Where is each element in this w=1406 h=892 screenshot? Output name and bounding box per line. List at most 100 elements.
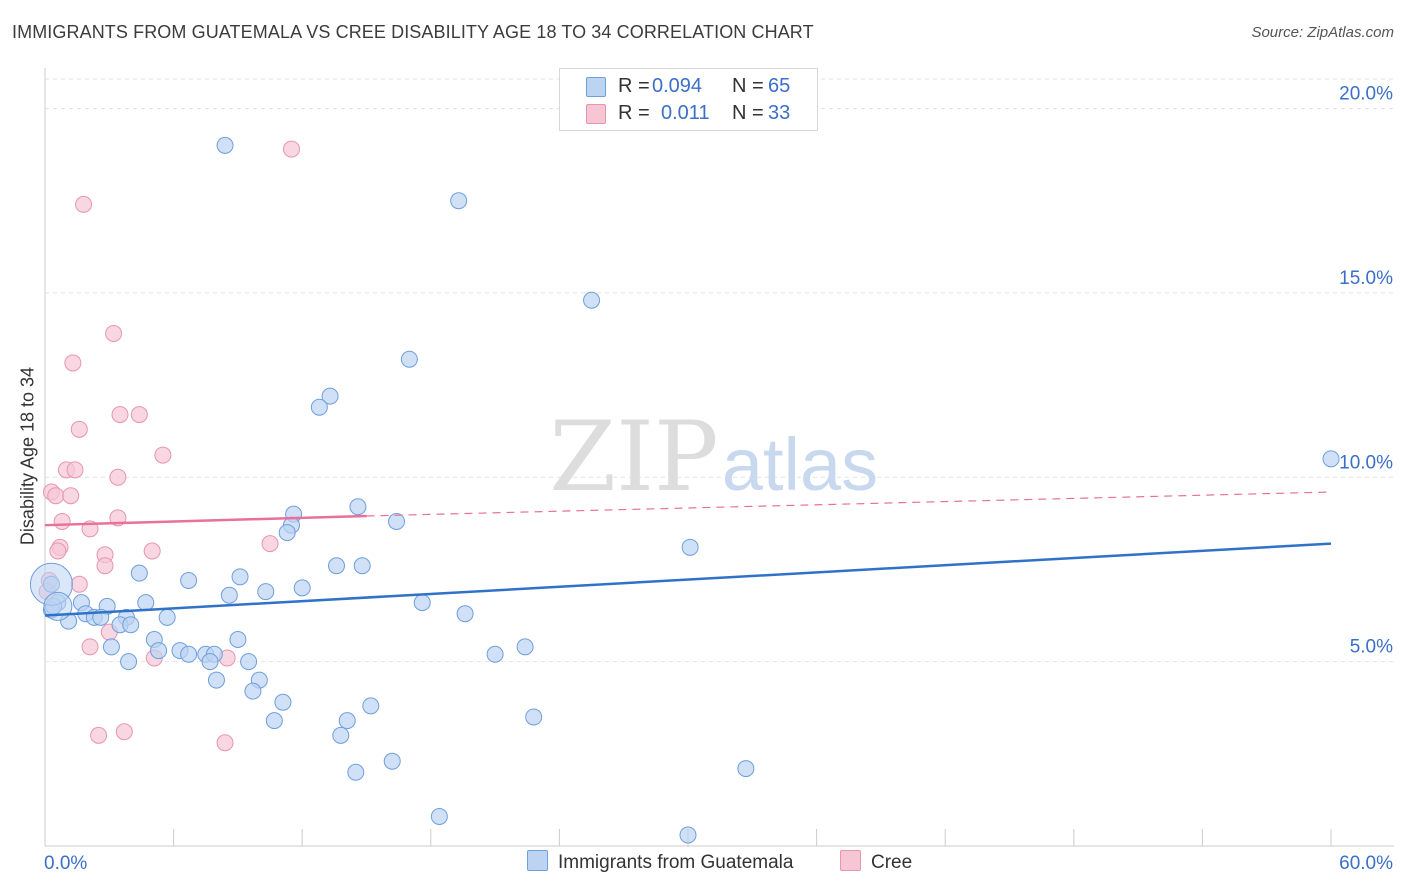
data-point-guatemala xyxy=(293,579,311,597)
watermark: ZIP atlas xyxy=(549,401,878,513)
x-tick-label: 0.0% xyxy=(44,853,87,874)
bottom-legend-label-cree: Cree xyxy=(871,852,913,873)
data-point-guatemala xyxy=(388,513,406,530)
legend-n-label: N = xyxy=(732,102,764,124)
y-tick-label: 10.0% xyxy=(1339,452,1393,473)
data-point-cree xyxy=(81,638,99,656)
data-point-guatemala xyxy=(278,524,296,542)
data-point-guatemala xyxy=(102,638,120,656)
data-point-guatemala xyxy=(327,557,345,575)
trend-layer xyxy=(44,491,1332,617)
data-point-guatemala xyxy=(310,398,328,416)
data-point-guatemala xyxy=(244,682,262,700)
legend-n-value: 33 xyxy=(768,102,791,124)
data-point-cree xyxy=(49,542,67,560)
y-tick-label: 20.0% xyxy=(1339,84,1393,105)
data-point-cree xyxy=(70,575,88,593)
data-point-guatemala xyxy=(338,712,356,730)
legend-n-value: 65 xyxy=(768,75,791,97)
points-layer xyxy=(29,136,1340,844)
data-point-guatemala xyxy=(332,726,350,744)
data-point-cree xyxy=(64,354,82,372)
data-point-guatemala xyxy=(450,192,468,210)
data-point-guatemala xyxy=(120,653,138,671)
y-axis-label: Disability Age 18 to 34 xyxy=(17,366,38,546)
data-point-guatemala xyxy=(430,808,448,825)
data-point-guatemala xyxy=(216,136,234,154)
trend-line-cree xyxy=(44,514,367,527)
data-point-cree xyxy=(282,140,300,158)
data-point-cree xyxy=(154,446,172,464)
data-point-guatemala xyxy=(737,760,755,778)
data-point-guatemala xyxy=(257,583,275,601)
trend-line-guatemala xyxy=(44,542,1332,617)
data-point-cree xyxy=(261,535,279,553)
data-point-guatemala xyxy=(349,498,367,516)
data-point-cree xyxy=(90,726,108,744)
data-point-guatemala xyxy=(229,631,247,648)
data-point-guatemala xyxy=(353,557,371,575)
data-point-guatemala xyxy=(681,538,699,556)
data-point-guatemala xyxy=(362,697,380,715)
data-point-cree xyxy=(47,487,65,505)
data-point-cree xyxy=(216,734,234,752)
data-point-cree xyxy=(70,420,88,438)
data-point-guatemala xyxy=(413,594,431,612)
bottom-legend-guatemala: Immigrants from Guatemala xyxy=(527,850,793,874)
data-point-guatemala xyxy=(130,564,148,582)
data-point-cree xyxy=(143,542,161,560)
data-point-guatemala xyxy=(1322,450,1340,468)
legend-r-label: R = xyxy=(618,75,650,97)
data-point-cree xyxy=(96,557,114,575)
data-point-cree xyxy=(75,195,93,213)
legend-r-label: R = xyxy=(618,102,650,124)
data-point-guatemala xyxy=(383,752,401,770)
data-point-cree xyxy=(62,487,80,505)
data-point-guatemala xyxy=(240,653,258,671)
data-point-guatemala xyxy=(122,616,140,634)
y-tick-label: 15.0% xyxy=(1339,268,1393,289)
data-point-cree xyxy=(105,324,123,342)
legend-r-value: 0.011 xyxy=(661,102,710,124)
trend-line-cree-extrapolated xyxy=(366,491,1332,517)
legend-n-label: N = xyxy=(732,75,764,97)
data-point-guatemala xyxy=(201,653,219,671)
data-point-guatemala xyxy=(265,712,283,730)
data-point-guatemala xyxy=(158,608,176,626)
bottom-legend-label-guatemala: Immigrants from Guatemala xyxy=(558,852,794,873)
data-point-cree xyxy=(53,513,71,530)
data-point-cree xyxy=(130,406,148,424)
tick-label-layer: 5.0% 10.0% 15.0% 20.0% 0.0% 60.0% xyxy=(44,84,1393,875)
data-point-guatemala xyxy=(321,387,339,405)
watermark-zip: ZIP xyxy=(549,401,718,513)
data-point-guatemala xyxy=(679,826,697,844)
data-point-guatemala xyxy=(180,645,198,663)
data-point-guatemala xyxy=(220,586,238,604)
x-tick-label: 60.0% xyxy=(1339,853,1393,874)
data-point-cree xyxy=(109,468,127,486)
data-point-guatemala xyxy=(525,708,543,726)
data-point-guatemala xyxy=(400,350,418,368)
bottom-legend-swatch-cree xyxy=(840,850,861,871)
legend-swatch-guatemala xyxy=(586,77,606,97)
correlation-legend: R = 0.094 N = 65 R = 0.011 N = 33 xyxy=(559,68,818,131)
bottom-legend-swatch-guatemala xyxy=(527,850,548,871)
data-point-guatemala xyxy=(516,638,534,656)
data-point-guatemala xyxy=(231,568,249,586)
y-tick-label: 5.0% xyxy=(1350,637,1393,658)
bottom-legend-cree: Cree xyxy=(840,850,912,874)
legend-r-value: 0.094 xyxy=(652,75,703,97)
watermark-atlas: atlas xyxy=(722,423,878,506)
data-point-guatemala xyxy=(274,693,292,711)
data-point-guatemala xyxy=(150,642,168,660)
data-point-guatemala xyxy=(137,594,155,612)
chart-title: IMMIGRANTS FROM GUATEMALA VS CREE DISABI… xyxy=(12,22,814,42)
data-point-cree xyxy=(111,406,129,424)
data-point-cree xyxy=(66,461,84,479)
data-point-guatemala xyxy=(180,572,198,589)
data-point-guatemala xyxy=(347,763,365,781)
legend-swatch-cree xyxy=(586,104,606,124)
chart-source: Source: ZipAtlas.com xyxy=(1251,24,1394,41)
data-point-cree xyxy=(115,723,133,741)
